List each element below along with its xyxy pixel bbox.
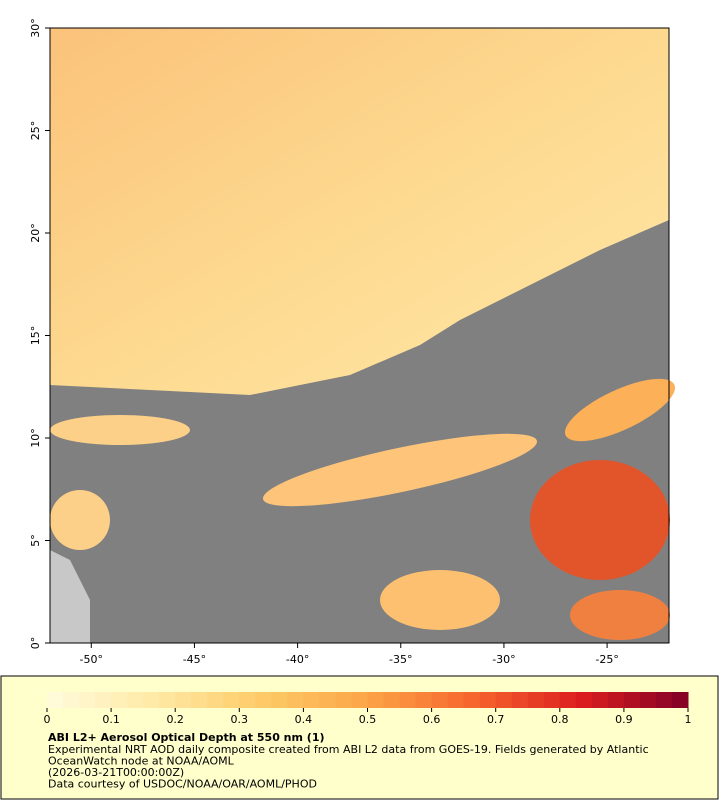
x-tick-label: -40° bbox=[286, 653, 309, 666]
map bbox=[49, 27, 676, 644]
colorbar-tick-label: 1 bbox=[685, 713, 692, 726]
colorbar-cell bbox=[335, 692, 352, 708]
caption-line: (2026-03-21T00:00:00Z) bbox=[48, 766, 184, 779]
y-tick-label: 25° bbox=[29, 121, 42, 141]
colorbar-tick-label: 0.1 bbox=[102, 713, 120, 726]
colorbar-cell bbox=[239, 692, 256, 708]
colorbar-cell bbox=[303, 692, 320, 708]
colorbar-cell bbox=[447, 692, 465, 708]
colorbar-cell bbox=[383, 692, 401, 708]
colorbar-cell bbox=[639, 692, 657, 708]
colorbar-cell bbox=[431, 692, 449, 708]
colorbar-cell bbox=[479, 692, 497, 708]
x-tick-label: -45° bbox=[183, 653, 206, 666]
colorbar-cell bbox=[559, 692, 577, 708]
y-tick-label: 10° bbox=[29, 428, 42, 448]
x-tick-label: -30° bbox=[492, 653, 515, 666]
colorbar-cell bbox=[79, 692, 96, 708]
colorbar-tick-label: 0.6 bbox=[423, 713, 441, 726]
colorbar-cell bbox=[367, 692, 385, 708]
colorbar-cell bbox=[207, 692, 224, 708]
colorbar-cell bbox=[223, 692, 240, 708]
y-tick-label: 30° bbox=[29, 18, 42, 38]
colorbar-cell bbox=[495, 692, 513, 708]
colorbar-cell bbox=[287, 692, 304, 708]
caption-title: ABI L2+ Aerosol Optical Depth at 550 nm … bbox=[48, 731, 325, 744]
colorbar-cell bbox=[319, 692, 336, 708]
colorbar-cell bbox=[671, 692, 689, 708]
colorbar-cell bbox=[47, 692, 64, 708]
aerosol-region bbox=[50, 28, 669, 395]
colorbar-cell bbox=[463, 692, 481, 708]
aerosol-patch bbox=[570, 590, 670, 640]
colorbar-tick-label: 0.7 bbox=[487, 713, 505, 726]
caption-line: Experimental NRT AOD daily composite cre… bbox=[48, 743, 649, 756]
colorbar-cell bbox=[575, 692, 593, 708]
y-tick-label: 0° bbox=[29, 637, 42, 650]
x-tick-label: -25° bbox=[595, 653, 618, 666]
aerosol-patch bbox=[564, 378, 676, 442]
land bbox=[50, 550, 90, 643]
colorbar-cell bbox=[191, 692, 208, 708]
colorbar-cell bbox=[543, 692, 561, 708]
colorbar-cell bbox=[351, 692, 368, 708]
colorbar-tick-label: 0.9 bbox=[615, 713, 633, 726]
colorbar-tick-label: 0.2 bbox=[166, 713, 184, 726]
colorbar-cell bbox=[399, 692, 417, 708]
colorbar-cell bbox=[63, 692, 80, 708]
aerosol-patch bbox=[50, 490, 110, 550]
x-tick-label: -35° bbox=[389, 653, 412, 666]
colorbar-cell bbox=[143, 692, 160, 708]
colorbar-tick-label: 0.4 bbox=[295, 713, 313, 726]
aerosol-patch bbox=[380, 570, 500, 630]
caption-line: OceanWatch node at NOAA/AOML bbox=[48, 755, 235, 768]
aerosol-patch bbox=[50, 415, 190, 445]
colorbar-tick-label: 0.3 bbox=[231, 713, 249, 726]
x-tick-label: -50° bbox=[80, 653, 103, 666]
caption-line: Data courtesy of USDOC/NOAA/OAR/AOML/PHO… bbox=[48, 778, 317, 791]
y-tick-label: 5° bbox=[29, 534, 42, 547]
colorbar-cell bbox=[95, 692, 112, 708]
colorbar-cell bbox=[159, 692, 176, 708]
colorbar-cell bbox=[271, 692, 288, 708]
colorbar-cell bbox=[607, 692, 625, 708]
y-tick-label: 15° bbox=[29, 326, 42, 346]
aerosol-patch bbox=[530, 460, 670, 580]
colorbar-tick-label: 0.5 bbox=[359, 713, 377, 726]
colorbar-cell bbox=[623, 692, 641, 708]
aerosol-patch bbox=[262, 433, 538, 507]
colorbar-cell bbox=[655, 692, 673, 708]
colorbar-tick-label: 0 bbox=[44, 713, 51, 726]
colorbar-cell bbox=[175, 692, 192, 708]
colorbar-tick-label: 0.8 bbox=[551, 713, 569, 726]
colorbar-cell bbox=[511, 692, 529, 708]
colorbar-cell bbox=[127, 692, 144, 708]
colorbar-cell bbox=[255, 692, 272, 708]
colorbar-cell bbox=[527, 692, 545, 708]
colorbar-cell bbox=[415, 692, 433, 708]
colorbar-cell bbox=[111, 692, 128, 708]
y-tick-label: 20° bbox=[29, 223, 42, 243]
colorbar-cell bbox=[591, 692, 609, 708]
